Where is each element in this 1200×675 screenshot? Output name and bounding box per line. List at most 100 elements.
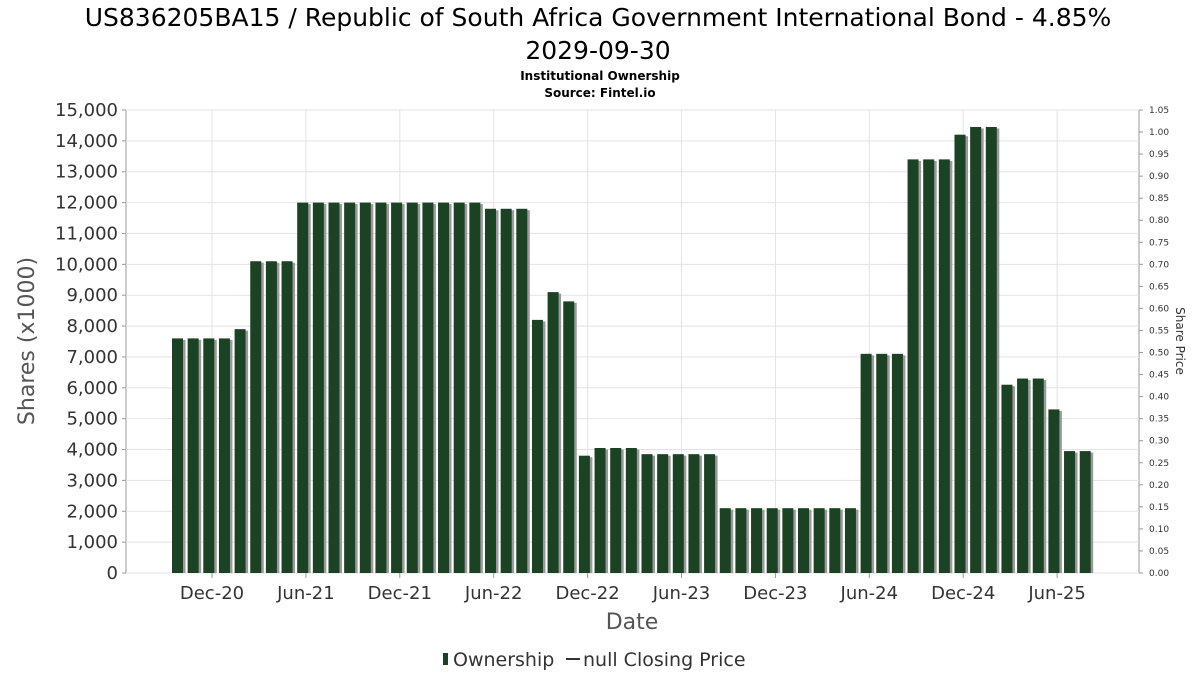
y2-tick-label: 0.60: [1149, 304, 1169, 314]
y-tick-label: 3,000: [66, 470, 118, 491]
y2-tick-label: 0.45: [1149, 371, 1169, 381]
chart-title-line1: US836205BA15 / Republic of South Africa …: [85, 3, 1112, 32]
y-tick-label: 15,000: [55, 100, 118, 121]
x-tick-label: Dec-23: [743, 583, 807, 604]
y2-axis-label: Share Price: [1173, 307, 1187, 375]
y2-axis-ticks: 0.00 0.05 0.10 0.15 0.20 0.25 0.30 0.35 0.40 0.45…: [1139, 106, 1169, 579]
ownership-bar: [438, 202, 450, 573]
chart-source: Source: Fintel.io: [544, 86, 655, 100]
y2-tick-label: 0.00: [1149, 569, 1169, 579]
ownership-bar: [829, 508, 841, 573]
chart-subtitle: Institutional Ownership: [520, 69, 680, 83]
x-tick-label: Dec-20: [180, 583, 244, 604]
ownership-bar: [218, 338, 230, 573]
y2-tick-label: 0.50: [1149, 349, 1169, 359]
ownership-bar: [172, 338, 183, 573]
ownership-bar: [375, 202, 387, 573]
ownership-bar: [1001, 384, 1013, 573]
ownership-bar: [547, 292, 559, 573]
ownership-bar: [328, 202, 340, 573]
ownership-bar: [860, 353, 872, 573]
ownership-bar: [250, 261, 262, 573]
y2-tick-label: 0.85: [1149, 194, 1169, 204]
ownership-bar: [312, 202, 324, 573]
ownership-bar: [265, 261, 277, 573]
ownership-bar: [798, 508, 809, 573]
ownership-bar: [1048, 409, 1060, 573]
y2-tick-label: 0.05: [1149, 547, 1169, 557]
ownership-bar: [1079, 451, 1091, 573]
x-tick-label: Jun-24: [840, 583, 899, 604]
ownership-bar: [985, 126, 997, 573]
y2-tick-label: 0.65: [1149, 282, 1169, 292]
y2-tick-label: 1.00: [1149, 128, 1169, 138]
ownership-bar: [500, 208, 512, 574]
ownership-bar: [876, 353, 888, 573]
ownership-bar: [782, 508, 794, 573]
y2-tick-label: 0.75: [1149, 238, 1169, 248]
y2-tick-label: 0.35: [1149, 415, 1169, 425]
y-tick-label: 14,000: [55, 131, 118, 152]
bars: [172, 126, 1094, 574]
ownership-bar: [187, 338, 199, 573]
y-tick-label: 11,000: [55, 223, 118, 244]
y-tick-label: 2,000: [66, 501, 118, 522]
ownership-bar: [1032, 378, 1044, 573]
ownership-bar: [531, 319, 543, 573]
x-tick-label: Jun-22: [464, 583, 523, 604]
x-tick-label: Dec-24: [931, 583, 995, 604]
ownership-bar: [704, 454, 716, 573]
ownership-bar: [625, 447, 637, 573]
x-axis-label: Date: [606, 610, 659, 635]
y-tick-label: 5,000: [66, 409, 118, 430]
ownership-bar: [1017, 378, 1029, 573]
y2-tick-label: 0.90: [1149, 172, 1169, 182]
ownership-bar: [719, 508, 731, 573]
legend: Ownership null Closing Price: [443, 649, 746, 671]
ownership-bar: [485, 208, 496, 574]
y2-tick-label: 0.15: [1149, 503, 1169, 513]
ownership-bar: [672, 454, 684, 573]
ownership-bar: [594, 447, 606, 573]
ownership-bar: [923, 159, 935, 574]
ownership-bar: [359, 202, 371, 573]
y2-tick-label: 0.25: [1149, 459, 1169, 469]
chart-title-line2: 2029-09-30: [525, 36, 670, 65]
ownership-bar: [688, 454, 700, 573]
ownership-bar: [281, 261, 293, 573]
ownership-bar: [453, 202, 465, 573]
y-axis-ticks: 0 1,000 2,000 3,000 4,000 5,000 6,000 7,000 8,00…: [55, 100, 126, 584]
ownership-bar: [970, 126, 982, 573]
x-tick-label: Dec-21: [368, 583, 432, 604]
ownership-bar: [735, 508, 747, 573]
x-tick-label: Jun-25: [1027, 583, 1086, 604]
ownership-bar: [1064, 451, 1076, 573]
y2-tick-label: 0.70: [1149, 260, 1169, 270]
y2-tick-label: 0.30: [1149, 437, 1169, 447]
y-tick-label: 4,000: [66, 440, 118, 461]
legend-price-label: null Closing Price: [583, 649, 746, 671]
y2-tick-label: 0.95: [1149, 150, 1169, 160]
y2-tick-label: 0.10: [1149, 525, 1169, 535]
ownership-bar: [751, 508, 763, 573]
ownership-bar: [610, 447, 622, 573]
legend-ownership-label: Ownership: [453, 649, 554, 671]
ownership-bar: [234, 329, 246, 573]
ownership-bar: [578, 455, 590, 573]
x-tick-label: Jun-23: [652, 583, 711, 604]
ownership-bar: [641, 454, 653, 573]
y-tick-label: 7,000: [66, 347, 118, 368]
ownership-bar: [406, 202, 418, 573]
ownership-bar: [563, 301, 575, 573]
ownership-bar: [844, 508, 856, 573]
ownership-bar: [954, 134, 966, 573]
y2-tick-label: 0.40: [1149, 393, 1169, 403]
y2-tick-label: 0.55: [1149, 326, 1169, 336]
ownership-bar: [469, 202, 481, 573]
ownership-bar: [938, 159, 950, 574]
y-tick-label: 9,000: [66, 285, 118, 306]
y-tick-label: 8,000: [66, 316, 118, 337]
y-tick-label: 1,000: [66, 532, 118, 553]
ownership-bar: [391, 202, 403, 573]
